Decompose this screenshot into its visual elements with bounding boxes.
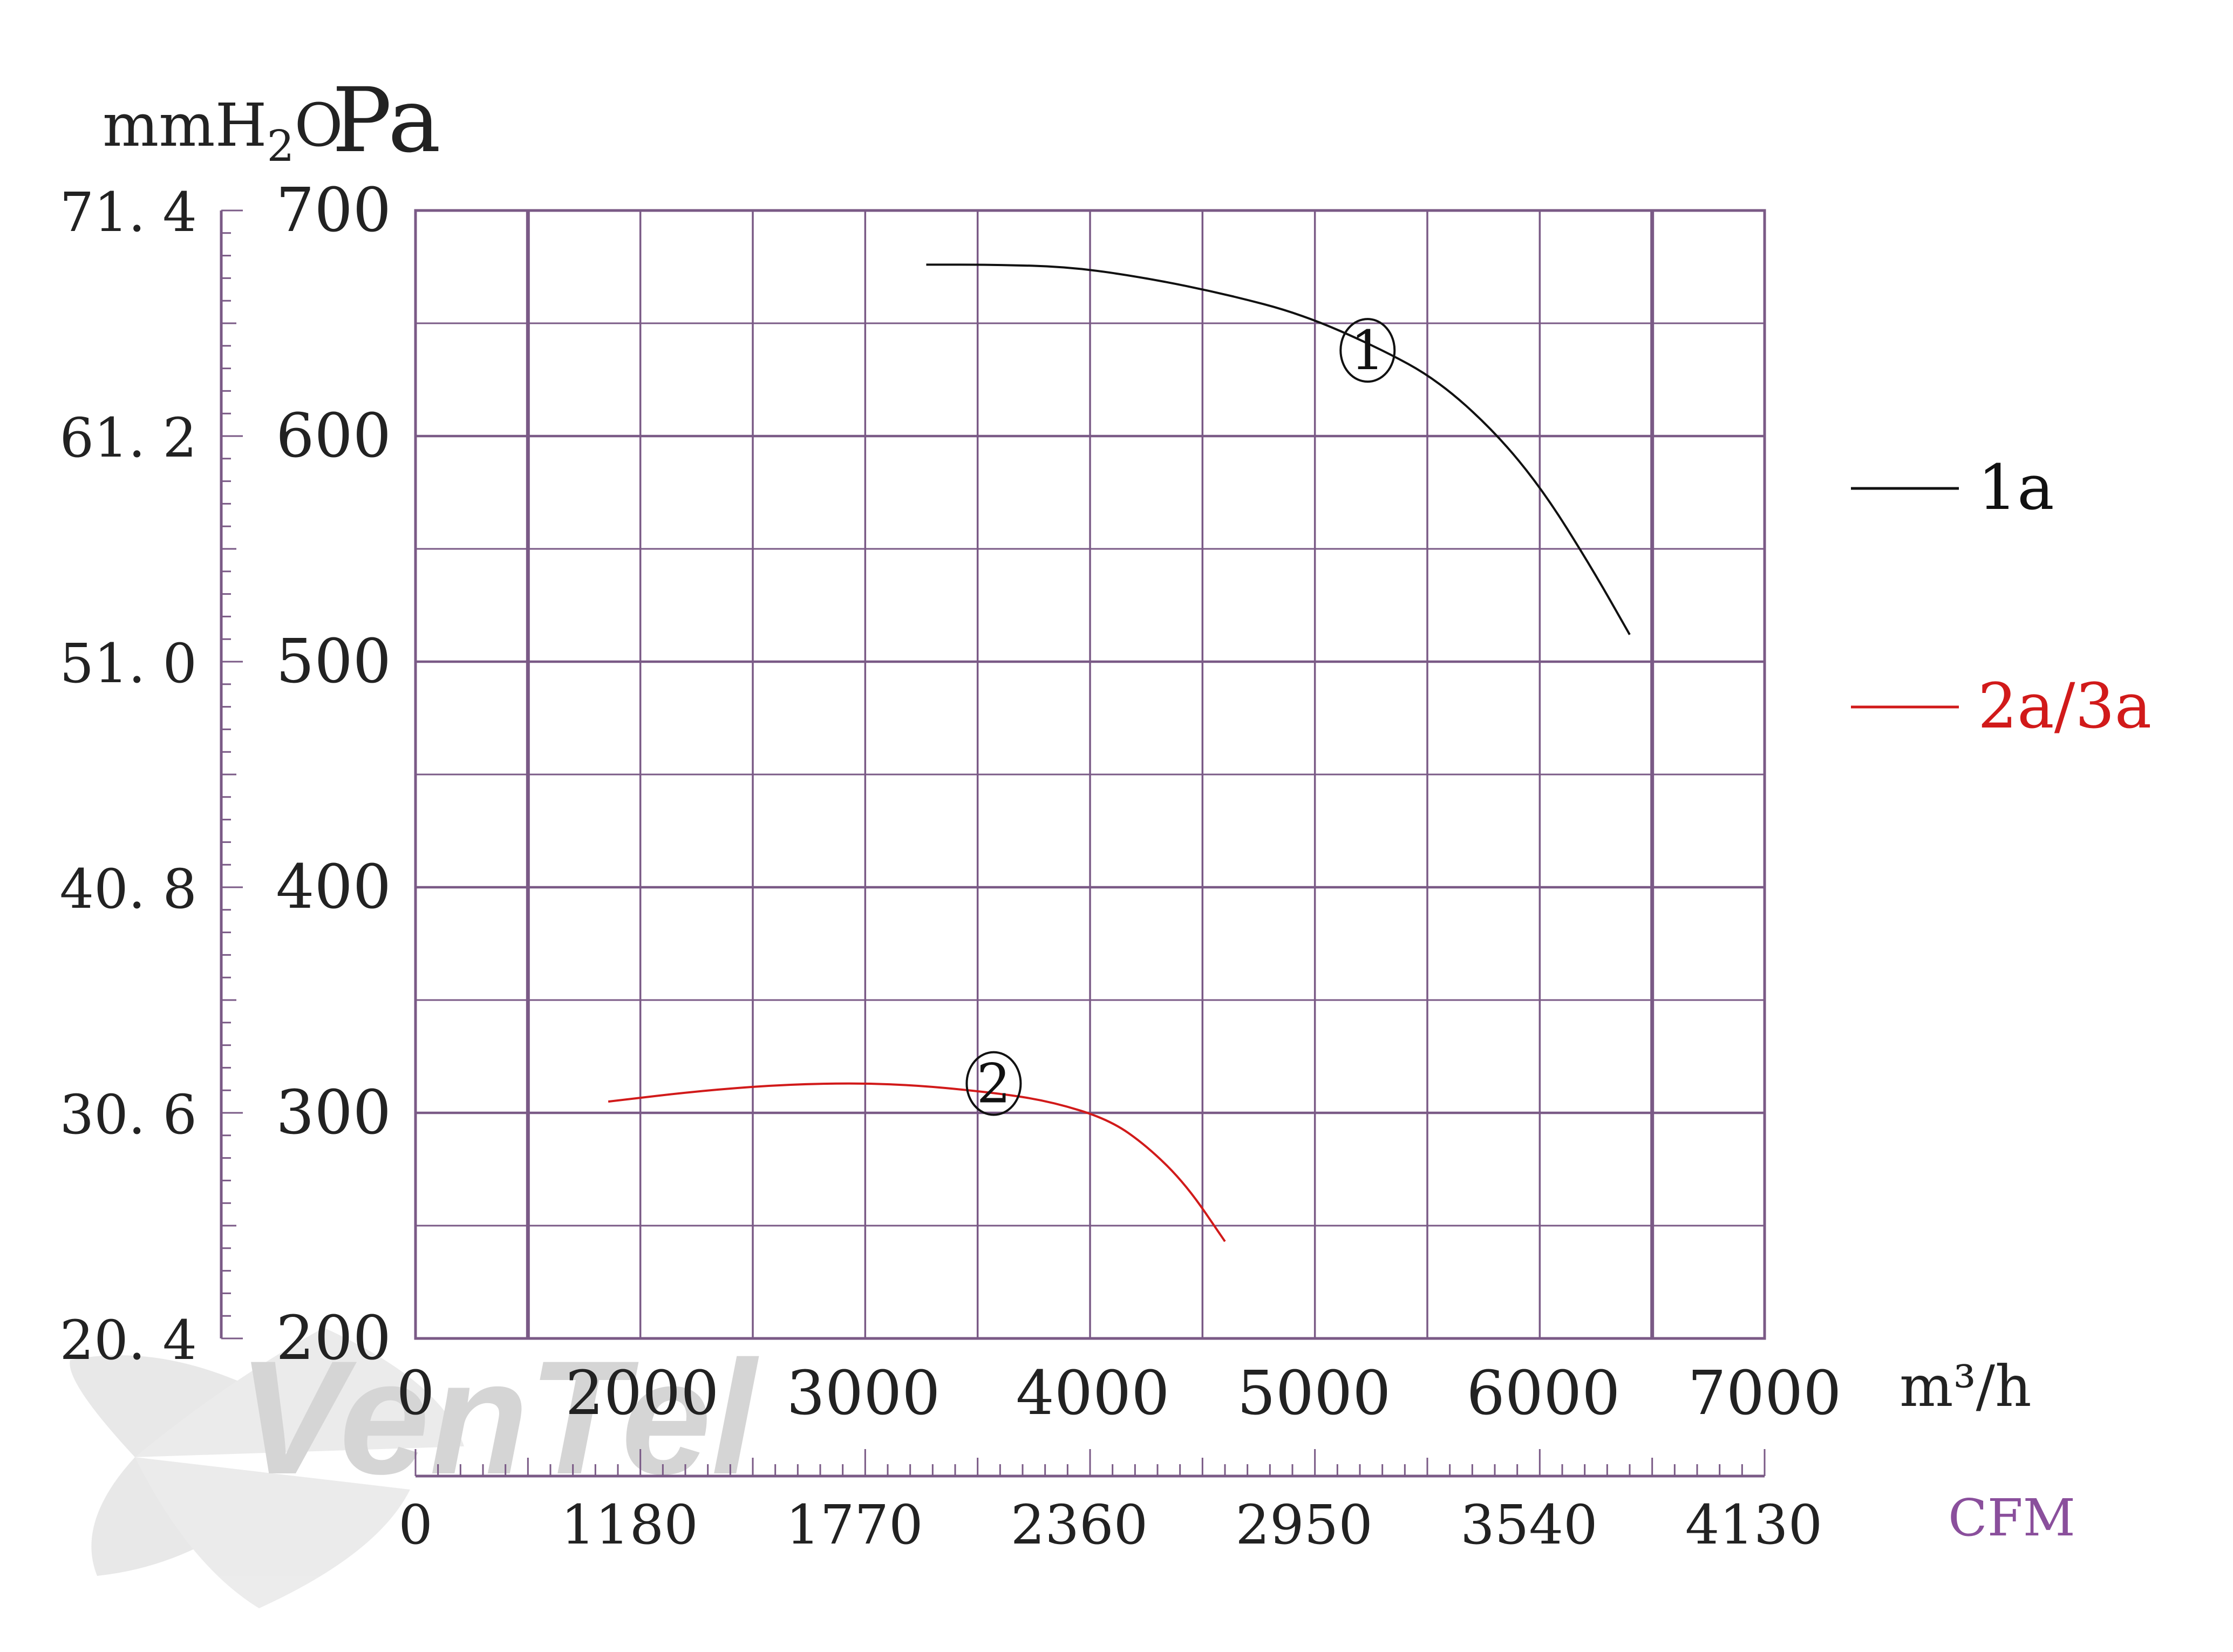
flow-cfm-tick-label: 4130 (1685, 1493, 1823, 1556)
flow-m3h-tick-label: 2000 (565, 1358, 719, 1429)
series-line-1 (926, 263, 1631, 635)
mmh2o-unit-subscript: 2 (267, 121, 295, 171)
flow-cfm-tick-label: 3540 (1460, 1493, 1598, 1556)
flow-m3h-tick-label: 4000 (1016, 1358, 1169, 1429)
pa-unit-label: Pa (332, 69, 441, 172)
mmh2o-tick-label: 71. 4 (60, 181, 197, 244)
flow-m3h-axis: 0 2000 3000 4000 5000 6000 7000 (396, 1358, 1841, 1429)
mmh2o-tick-label: 61. 2 (60, 406, 197, 470)
curve-label-1: 1 (1350, 319, 1385, 382)
flow-cfm-axis: 0 1180 1770 2360 2950 3540 4130 (398, 1449, 1822, 1556)
watermark-text: VenTel (237, 1327, 759, 1508)
pa-tick-label: 600 (276, 401, 391, 471)
mmh2o-unit-part-2: O (294, 91, 343, 160)
mmh2o-unit-label: mmH2O (103, 91, 343, 171)
legend-label-2: 2a/3a (1978, 670, 2152, 743)
mmh2o-tick-label: 51. 0 (60, 632, 197, 695)
mmh2o-tick-label: 20. 4 (60, 1309, 197, 1372)
flow-cfm-tick-label: 2360 (1011, 1493, 1148, 1556)
mmh2o-axis: 71. 4 61. 2 51. 0 40. 8 30. 6 20. 4 (60, 181, 243, 1372)
flow-m3h-tick-label: 0 (396, 1358, 434, 1429)
series-line-2 (608, 1082, 1226, 1242)
mmh2o-tick-label: 40. 8 (60, 858, 197, 921)
flow-m3h-tick-label: 5000 (1237, 1358, 1391, 1429)
plot-grid (416, 210, 1765, 1338)
pa-tick-label: 300 (276, 1078, 391, 1148)
pa-tick-label: 700 (276, 175, 391, 246)
fan-blade-icon (70, 1328, 464, 1608)
pa-tick-label: 400 (276, 852, 391, 922)
flow-m3h-tick-label: 3000 (786, 1358, 940, 1429)
pa-tick-label: 500 (276, 627, 391, 697)
flow-m3h-tick-label: 7000 (1687, 1358, 1841, 1429)
m3h-unit-label: m³/h (1900, 1354, 2032, 1419)
series-layer: 12 (608, 263, 1631, 1242)
mmh2o-unit-part-1: mmH (103, 91, 267, 160)
flow-cfm-tick-label: 0 (398, 1493, 433, 1556)
plot-frame (414, 209, 1766, 1340)
ventel-watermark-logo: VenTel (70, 1327, 759, 1608)
cfm-unit-label: CFM (1948, 1488, 2075, 1548)
flow-cfm-tick-label: 1770 (786, 1493, 923, 1556)
flow-cfm-tick-label: 1180 (561, 1493, 698, 1556)
legend-label-1: 1a (1978, 452, 2054, 524)
curve-label-circle (965, 1051, 1022, 1116)
mmh2o-tick-label: 30. 6 (60, 1083, 197, 1146)
curve-label-2: 2 (977, 1052, 1011, 1116)
pa-axis: 700 600 500 400 300 200 (276, 175, 391, 1374)
curve-label-circle (1339, 318, 1396, 383)
legend: 1a 2a/3a (1851, 452, 2152, 743)
pa-tick-label: 200 (276, 1303, 391, 1374)
flow-m3h-tick-label: 6000 (1466, 1358, 1620, 1429)
flow-cfm-tick-label: 2950 (1235, 1493, 1373, 1556)
